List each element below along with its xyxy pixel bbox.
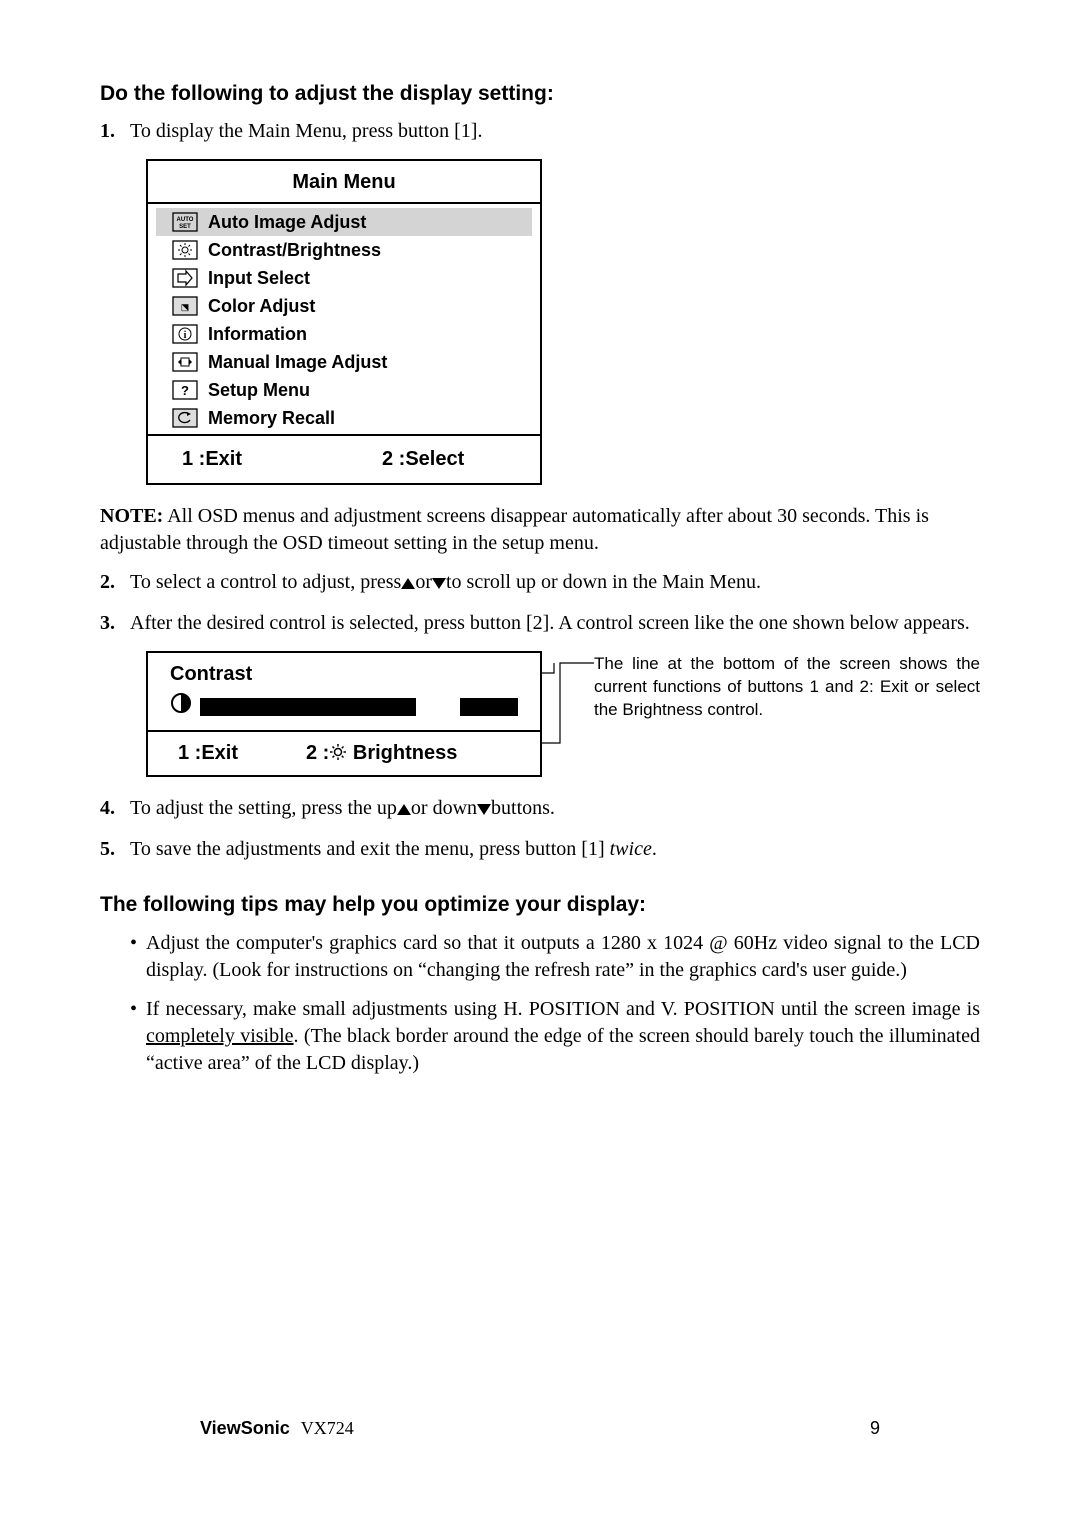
tip1-text: Adjust the computer's graphics card so t…: [146, 930, 980, 984]
menu-label: Color Adjust: [208, 294, 315, 318]
bullet-dot: •: [130, 930, 146, 984]
bullet-dot: •: [130, 996, 146, 1077]
contrast-footer-brightness: 2 : Brightness: [306, 740, 457, 767]
manual-adjust-icon: [170, 351, 200, 373]
svg-text:⬔: ⬔: [181, 302, 190, 312]
information-icon: i: [170, 323, 200, 345]
step5-num: 5.: [100, 836, 130, 863]
menu-label: Manual Image Adjust: [208, 350, 387, 374]
tip2-text: If necessary, make small adjustments usi…: [146, 996, 980, 1077]
svg-text:SET: SET: [179, 224, 191, 230]
setup-menu-icon: ?: [170, 379, 200, 401]
input-select-icon: [170, 267, 200, 289]
memory-recall-icon: [170, 407, 200, 429]
menu-item-memory-recall: Memory Recall: [148, 404, 540, 432]
contrast-footer-exit: 1 :Exit: [178, 740, 306, 767]
step3-num: 3.: [100, 610, 130, 637]
contrast-icon: [170, 692, 192, 722]
heading-tips: The following tips may help you optimize…: [100, 891, 980, 919]
step2-num: 2.: [100, 569, 130, 596]
down-arrow-icon: [432, 578, 446, 589]
main-menu-title: Main Menu: [148, 161, 540, 204]
up-arrow-icon: [401, 578, 415, 589]
auto-set-icon: AUTOSET: [170, 211, 200, 233]
menu-item-color-adjust: ⬔ Color Adjust: [148, 292, 540, 320]
contrast-slider: [200, 698, 518, 716]
menu-label: Input Select: [208, 266, 310, 290]
slider-thumb: [416, 698, 460, 716]
note-label: NOTE:: [100, 505, 163, 527]
step2-text: To select a control to adjust, pressorto…: [130, 569, 980, 596]
svg-text:i: i: [184, 330, 187, 341]
callout-connector: [542, 651, 594, 777]
menu-item-manual-image-adjust: Manual Image Adjust: [148, 348, 540, 376]
step5-text: To save the adjustments and exit the men…: [130, 836, 980, 863]
menu-item-contrast-brightness: Contrast/Brightness: [148, 236, 540, 264]
heading-adjust: Do the following to adjust the display s…: [100, 80, 980, 108]
step4-num: 4.: [100, 795, 130, 822]
menu-label: Auto Image Adjust: [208, 210, 366, 234]
down-arrow-icon: [477, 804, 491, 815]
menu-label: Memory Recall: [208, 406, 335, 430]
menu-label: Contrast/Brightness: [208, 238, 381, 262]
step1-num: 1.: [100, 118, 130, 145]
step3-text: After the desired control is selected, p…: [130, 610, 980, 637]
footer-model: VX724: [301, 1418, 354, 1438]
menu-item-setup-menu: ? Setup Menu: [148, 376, 540, 404]
menu-item-input-select: Input Select: [148, 264, 540, 292]
step4-text: To adjust the setting, press the upor do…: [130, 795, 980, 822]
menu-item-information: i Information: [148, 320, 540, 348]
footer-left: ViewSonic VX724: [200, 1416, 354, 1440]
brightness-icon: [170, 239, 200, 261]
main-menu-osd: Main Menu AUTOSET Auto Image Adjust Cont…: [146, 159, 542, 485]
color-adjust-icon: ⬔: [170, 295, 200, 317]
footer-page-number: 9: [870, 1416, 880, 1440]
contrast-osd: Contrast 1 :Exit 2 : Brightness: [146, 651, 542, 777]
contrast-title: Contrast: [148, 653, 540, 692]
svg-text:AUTO: AUTO: [177, 217, 194, 223]
callout-text: The line at the bottom of the screen sho…: [594, 651, 980, 777]
menu-footer-select: 2 :Select: [382, 446, 464, 473]
step1-text: To display the Main Menu, press button […: [130, 118, 980, 145]
menu-footer-exit: 1 :Exit: [182, 446, 382, 473]
menu-label: Setup Menu: [208, 378, 310, 402]
menu-label: Information: [208, 322, 307, 346]
footer-brand: ViewSonic: [200, 1418, 290, 1438]
note-text: NOTE: All OSD menus and adjustment scree…: [100, 503, 980, 557]
svg-text:?: ?: [181, 383, 189, 398]
menu-item-auto-image-adjust: AUTOSET Auto Image Adjust: [156, 208, 532, 236]
up-arrow-icon: [397, 804, 411, 815]
